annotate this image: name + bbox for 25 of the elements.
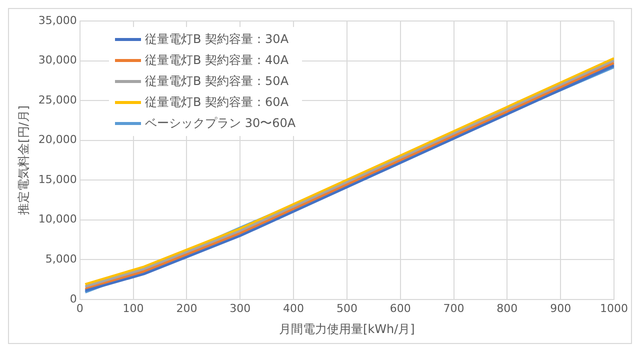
x-axis-title: 月間電力使用量[kWh/月] [279,322,415,336]
y-tick-label: 15,000 [38,172,77,186]
y-tick-label: 20,000 [38,133,77,146]
x-tick-label: 900 [550,302,572,315]
y-tick-label: 0 [70,292,77,306]
y-tick-label: 35,000 [38,14,77,27]
x-tick-label: 1000 [600,302,628,315]
x-tick-label: 100 [122,302,144,315]
legend-label: 従量電灯B 契約容量：50A [145,73,289,90]
x-tick-label: 300 [230,302,251,315]
x-tick-label: 200 [176,302,198,315]
y-tick-label: 25,000 [38,93,77,106]
x-tick-label: 400 [283,302,304,315]
y-tick-label: 5,000 [45,252,77,266]
x-tick-label: 600 [390,302,411,315]
legend-label: ベーシックプラン 30〜60A [145,115,296,132]
y-tick-label: 30,000 [38,54,77,67]
y-axis-title: 推定電気料金[円/月] [16,105,30,215]
x-tick-label: 800 [496,302,518,315]
legend-label: 従量電灯B 契約容量：30A [145,31,289,48]
legend-label: 従量電灯B 契約容量：60A [145,94,289,111]
x-tick-label: 700 [443,302,464,315]
y-tick-label: 10,000 [38,212,77,226]
legend-label: 従量電灯B 契約容量：40A [145,52,289,69]
x-tick-label: 500 [336,302,358,315]
